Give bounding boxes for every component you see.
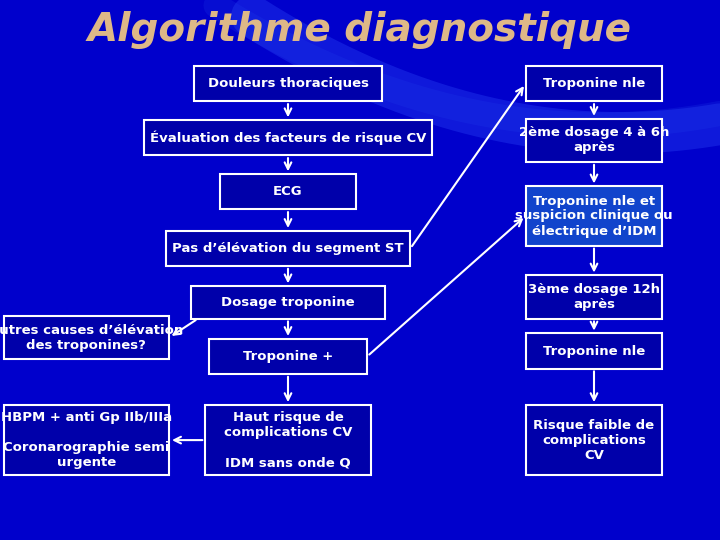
Text: Algorithme diagnostique: Algorithme diagnostique (88, 11, 632, 49)
Text: Troponine nle et
suspicion clinique ou
électrique d’IDM: Troponine nle et suspicion clinique ou é… (516, 194, 672, 238)
Text: 2ème dosage 4 à 6h
après: 2ème dosage 4 à 6h après (519, 126, 669, 154)
FancyBboxPatch shape (526, 275, 662, 319)
Text: Haut risque de
complications CV

IDM sans onde Q: Haut risque de complications CV IDM sans… (224, 411, 352, 469)
FancyBboxPatch shape (191, 286, 385, 319)
Text: 3ème dosage 12h
après: 3ème dosage 12h après (528, 283, 660, 311)
FancyBboxPatch shape (4, 405, 169, 475)
FancyBboxPatch shape (526, 66, 662, 102)
FancyBboxPatch shape (205, 405, 371, 475)
FancyBboxPatch shape (144, 120, 432, 156)
Text: Pas d’élévation du segment ST: Pas d’élévation du segment ST (172, 242, 404, 255)
Text: Troponine nle: Troponine nle (543, 77, 645, 90)
FancyBboxPatch shape (209, 339, 367, 374)
Text: Troponine +: Troponine + (243, 350, 333, 363)
Text: Autres causes d’élévation
des troponines?: Autres causes d’élévation des troponines… (0, 323, 184, 352)
Text: Douleurs thoraciques: Douleurs thoraciques (207, 77, 369, 90)
FancyBboxPatch shape (166, 231, 410, 266)
Text: HBPM + anti Gp IIb/IIIa

Coronarographie semi
urgente: HBPM + anti Gp IIb/IIIa Coronarographie … (1, 411, 172, 469)
FancyBboxPatch shape (526, 405, 662, 475)
FancyBboxPatch shape (526, 333, 662, 368)
Text: Dosage troponine: Dosage troponine (221, 296, 355, 309)
FancyBboxPatch shape (220, 174, 356, 209)
Text: ECG: ECG (273, 185, 303, 198)
FancyBboxPatch shape (4, 316, 169, 359)
FancyBboxPatch shape (194, 66, 382, 102)
FancyBboxPatch shape (526, 119, 662, 162)
FancyBboxPatch shape (526, 186, 662, 246)
Text: Troponine nle: Troponine nle (543, 345, 645, 357)
Text: Évaluation des facteurs de risque CV: Évaluation des facteurs de risque CV (150, 131, 426, 145)
Text: Risque faible de
complications
CV: Risque faible de complications CV (534, 418, 654, 462)
